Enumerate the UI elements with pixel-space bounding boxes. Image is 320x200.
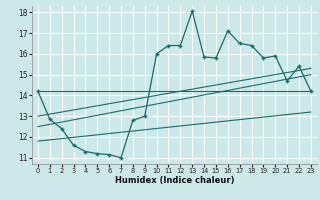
X-axis label: Humidex (Indice chaleur): Humidex (Indice chaleur): [115, 176, 234, 185]
